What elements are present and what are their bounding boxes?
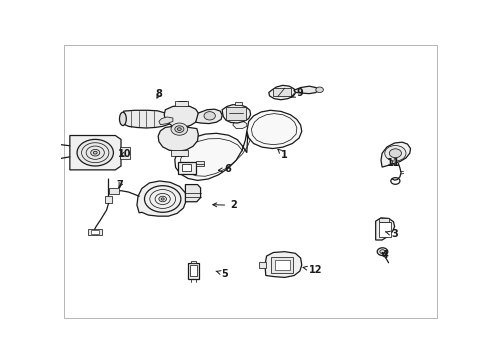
Text: 1: 1 <box>277 149 287 161</box>
Circle shape <box>315 87 323 93</box>
Bar <box>120 147 129 159</box>
Polygon shape <box>293 86 318 94</box>
Bar <box>187 263 199 279</box>
Bar <box>272 88 290 96</box>
Polygon shape <box>158 105 198 151</box>
Circle shape <box>384 145 405 161</box>
Bar <box>88 229 102 235</box>
Polygon shape <box>268 85 295 100</box>
Circle shape <box>171 123 187 135</box>
Polygon shape <box>375 218 394 240</box>
Circle shape <box>77 139 113 166</box>
Polygon shape <box>232 120 246 129</box>
Polygon shape <box>121 110 173 128</box>
Bar <box>190 261 196 263</box>
Circle shape <box>90 149 100 156</box>
Circle shape <box>161 198 164 200</box>
Text: 8: 8 <box>155 90 162 99</box>
Circle shape <box>388 149 401 158</box>
Text: 6: 6 <box>218 164 231 174</box>
Bar <box>178 162 196 174</box>
Bar <box>189 265 196 276</box>
Circle shape <box>203 112 215 120</box>
Bar <box>275 260 289 270</box>
Circle shape <box>159 196 166 202</box>
Text: 11: 11 <box>386 158 400 168</box>
Bar <box>40 147 52 158</box>
Bar <box>42 149 49 156</box>
Polygon shape <box>185 185 200 202</box>
Bar <box>234 102 242 105</box>
Bar <box>175 101 188 107</box>
Bar <box>171 150 188 156</box>
Bar <box>225 107 245 120</box>
Text: 5: 5 <box>216 269 228 279</box>
Polygon shape <box>264 252 301 278</box>
Circle shape <box>93 151 97 154</box>
Text: 10: 10 <box>118 149 131 159</box>
Circle shape <box>376 248 387 256</box>
Text: 3: 3 <box>385 229 397 239</box>
Text: 2: 2 <box>212 201 237 210</box>
Text: 4: 4 <box>381 250 388 260</box>
Bar <box>90 230 99 234</box>
Text: 7: 7 <box>116 180 123 190</box>
Circle shape <box>177 128 181 131</box>
Polygon shape <box>70 135 121 170</box>
Circle shape <box>175 126 183 132</box>
Bar <box>271 257 293 273</box>
Bar <box>196 161 204 166</box>
Text: 9: 9 <box>290 88 303 98</box>
Polygon shape <box>137 181 186 216</box>
Circle shape <box>379 250 385 253</box>
Bar <box>259 262 265 268</box>
Ellipse shape <box>119 112 126 126</box>
Bar <box>378 222 390 237</box>
Bar <box>109 188 119 194</box>
Polygon shape <box>222 105 250 123</box>
Polygon shape <box>380 142 410 167</box>
Polygon shape <box>159 117 173 125</box>
Polygon shape <box>175 131 247 180</box>
Bar <box>378 218 388 222</box>
Polygon shape <box>246 110 301 149</box>
Bar <box>105 195 112 203</box>
Text: 12: 12 <box>303 265 322 275</box>
Bar <box>182 164 191 171</box>
Polygon shape <box>195 109 222 123</box>
